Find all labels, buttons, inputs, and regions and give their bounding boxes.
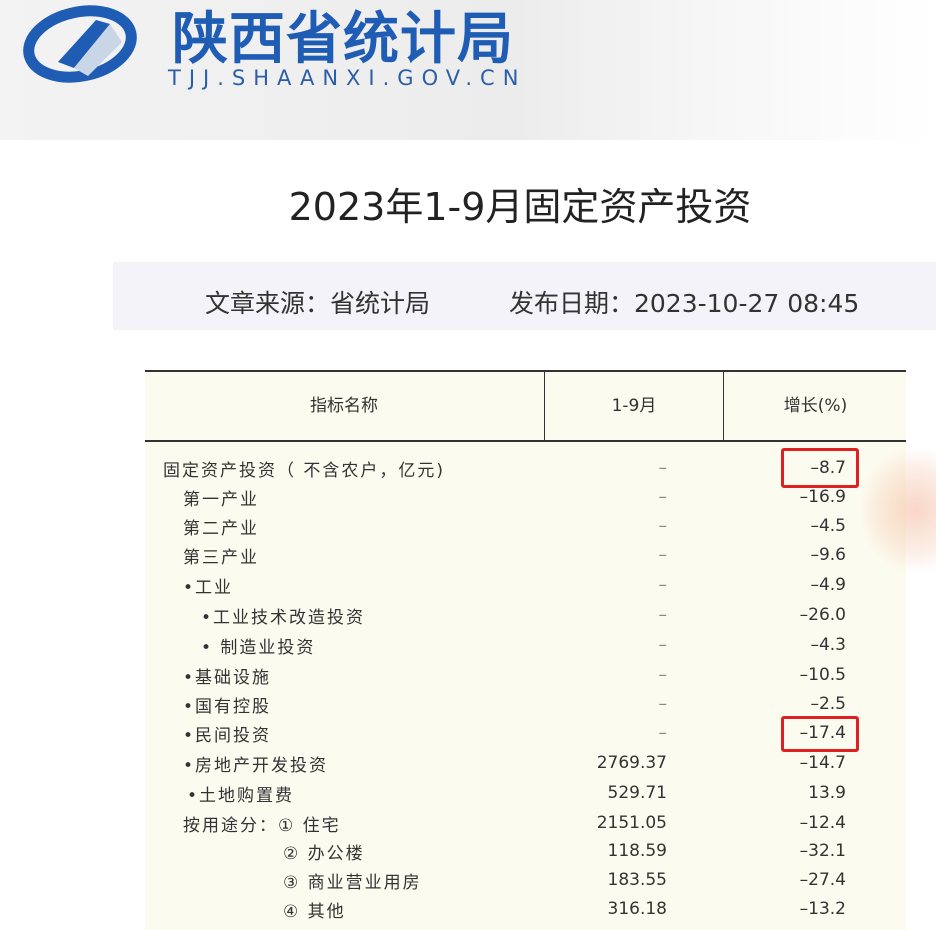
row-growth: –27.4 bbox=[799, 870, 846, 890]
article-meta-bar: 文章来源：省统计局 发布日期：2023-10-27 08:45 bbox=[113, 262, 936, 330]
table-row: 第一产业 – –16.9 bbox=[145, 483, 906, 512]
row-value: – bbox=[658, 516, 668, 536]
row-name: 第一产业 bbox=[183, 490, 259, 510]
investment-table: 指标名称 1-9月 增长(%) 固定资产投资（ 不含农户，亿元) – –8.7 … bbox=[145, 370, 906, 930]
header-period: 1-9月 bbox=[544, 372, 723, 440]
row-name: •工业 bbox=[183, 578, 234, 598]
statistics-bureau-logo-icon bbox=[23, 5, 137, 83]
table-row: 固定资产投资（ 不含农户，亿元) – –8.7 bbox=[145, 454, 906, 483]
row-value: 183.55 bbox=[607, 870, 667, 890]
row-value: – bbox=[658, 635, 668, 655]
row-value: 529.71 bbox=[607, 783, 667, 803]
row-name: •房地产开发投资 bbox=[183, 756, 329, 776]
row-growth: –32.1 bbox=[799, 841, 846, 861]
site-header: 陕西省统计局 TJJ.SHAANXI.GOV.CN bbox=[0, 0, 936, 140]
table-row: ④ 其他 316.18 –13.2 bbox=[145, 895, 906, 924]
header-indicator-name: 指标名称 bbox=[310, 396, 378, 416]
table-row: • 制造业投资 – –4.3 bbox=[145, 631, 906, 660]
table-row: •工业 – –4.9 bbox=[145, 571, 906, 600]
row-growth: –8.7 bbox=[810, 458, 846, 478]
table-row: •国有控股 – –2.5 bbox=[145, 690, 906, 719]
table-row: ② 办公楼 118.59 –32.1 bbox=[145, 837, 906, 866]
row-value: – bbox=[658, 458, 668, 478]
row-name: 按用途分：① 住宅 bbox=[183, 816, 341, 836]
row-name: 固定资产投资（ 不含农户，亿元) bbox=[163, 461, 446, 481]
row-name: •民间投资 bbox=[183, 726, 272, 746]
article-title: 2023年1-9月固定资产投资 bbox=[288, 185, 752, 229]
row-value: – bbox=[658, 575, 668, 595]
article-source: 文章来源：省统计局 bbox=[205, 289, 431, 318]
table-header: 指标名称 1-9月 增长(%) bbox=[145, 370, 906, 442]
row-growth: –17.4 bbox=[799, 723, 846, 743]
pointing-hand-overlay bbox=[862, 450, 936, 570]
row-value: – bbox=[658, 605, 668, 625]
table-row: •房地产开发投资 2769.37 –14.7 bbox=[145, 749, 906, 778]
row-name: 第二产业 bbox=[183, 519, 259, 539]
row-value: – bbox=[658, 487, 668, 507]
row-value: 2151.05 bbox=[596, 813, 667, 833]
row-name: •国有控股 bbox=[183, 697, 272, 717]
table-row: •民间投资 – –17.4 bbox=[145, 719, 906, 748]
site-name: 陕西省统计局 bbox=[172, 7, 514, 72]
table-row: •工业技术改造投资 – –26.0 bbox=[145, 601, 906, 630]
row-growth: –9.6 bbox=[810, 545, 846, 565]
table-row: 第二产业 – –4.5 bbox=[145, 512, 906, 541]
row-growth: –4.9 bbox=[810, 575, 846, 595]
row-value: 316.18 bbox=[607, 899, 667, 919]
row-name: ④ 其他 bbox=[283, 902, 346, 922]
row-growth: 13.9 bbox=[808, 783, 846, 803]
table-row: •土地购置费 529.71 13.9 bbox=[145, 779, 906, 808]
header-growth: 增长(%) bbox=[723, 372, 907, 440]
row-value: – bbox=[658, 545, 668, 565]
table-row: •基础设施 – –10.5 bbox=[145, 661, 906, 690]
row-value: 2769.37 bbox=[596, 753, 667, 773]
table-row: ③ 商业营业用房 183.55 –27.4 bbox=[145, 866, 906, 895]
row-growth: –10.5 bbox=[799, 665, 846, 685]
site-url[interactable]: TJJ.SHAANXI.GOV.CN bbox=[168, 66, 527, 90]
row-growth: –13.2 bbox=[799, 899, 846, 919]
table-row: 第三产业 – –9.6 bbox=[145, 541, 906, 570]
article-date: 发布日期：2023-10-27 08:45 bbox=[509, 289, 860, 318]
row-growth: –12.4 bbox=[799, 813, 846, 833]
row-value: – bbox=[658, 694, 668, 714]
red-highlight-box-private bbox=[781, 716, 859, 752]
row-name: •土地购置费 bbox=[187, 786, 295, 806]
row-growth: –14.7 bbox=[799, 753, 846, 773]
row-name: • 制造业投资 bbox=[201, 638, 316, 658]
row-name: ③ 商业营业用房 bbox=[283, 873, 422, 893]
table-row: 按用途分：① 住宅 2151.05 –12.4 bbox=[145, 809, 906, 838]
row-value: 118.59 bbox=[607, 841, 667, 861]
row-name: 第三产业 bbox=[183, 548, 259, 568]
row-name: •工业技术改造投资 bbox=[201, 608, 366, 628]
row-value: – bbox=[658, 665, 668, 685]
row-growth: –26.0 bbox=[799, 605, 846, 625]
row-name: •基础设施 bbox=[183, 668, 272, 688]
red-highlight-box-total bbox=[781, 448, 859, 488]
row-growth: –4.5 bbox=[810, 516, 846, 536]
row-growth: –16.9 bbox=[799, 487, 846, 507]
row-name: ② 办公楼 bbox=[283, 844, 365, 864]
row-growth: –2.5 bbox=[810, 694, 846, 714]
row-value: – bbox=[658, 723, 668, 743]
row-growth: –4.3 bbox=[810, 635, 846, 655]
